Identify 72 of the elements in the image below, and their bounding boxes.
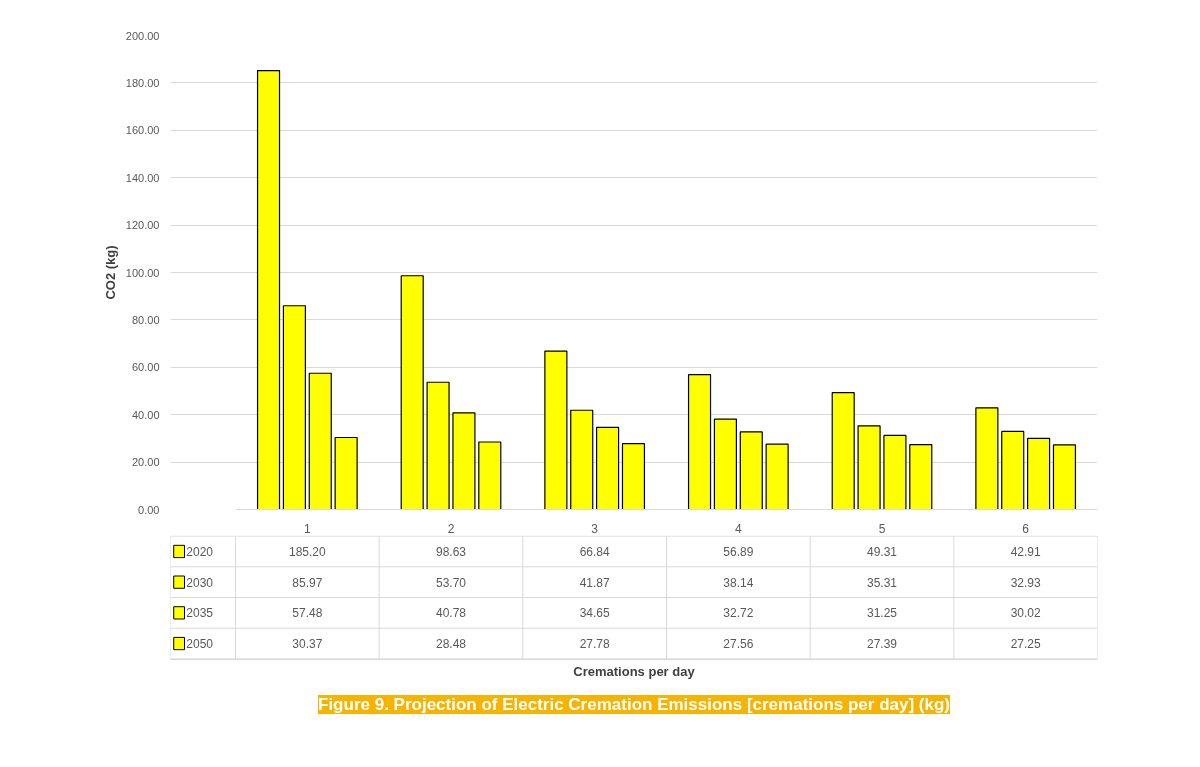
data-label: 53.70 — [435, 575, 467, 590]
bar — [713, 418, 737, 510]
bar — [687, 374, 712, 510]
data-label: 32.93 — [1010, 575, 1042, 590]
legend-label: 2035 — [186, 606, 214, 621]
bar — [739, 431, 763, 510]
data-label: 27.39 — [866, 637, 898, 652]
x-tick-label: 2 — [447, 521, 455, 536]
bar — [831, 392, 855, 510]
bar — [544, 350, 568, 510]
y-tick-label: 180.00 — [125, 76, 160, 89]
bar — [1027, 437, 1051, 510]
data-label: 27.78 — [579, 637, 611, 652]
data-label: 28.48 — [435, 637, 467, 652]
data-label: 38.14 — [723, 575, 754, 590]
data-label: 56.89 — [723, 544, 754, 559]
bar — [400, 275, 424, 510]
data-label: 49.31 — [866, 544, 898, 559]
legend-label: 2030 — [186, 575, 214, 590]
bar — [452, 412, 476, 510]
y-tick-label: 140.00 — [125, 171, 160, 184]
bar — [570, 409, 594, 510]
legend-label: 2050 — [186, 637, 214, 652]
legend-label: 2020 — [186, 544, 214, 559]
bar — [857, 425, 881, 510]
y-tick-label: 120.00 — [125, 219, 160, 232]
data-label: 41.87 — [579, 575, 611, 590]
data-label: 27.56 — [723, 637, 754, 652]
y-axis-title: CO2 (kg) — [102, 245, 118, 300]
bar — [282, 305, 306, 510]
y-tick-label: 0.00 — [138, 503, 160, 516]
x-tick-label: 4 — [735, 521, 742, 536]
bar — [1052, 444, 1077, 510]
x-tick-label: 6 — [1022, 521, 1030, 536]
bar — [909, 443, 933, 510]
x-tick-label: 1 — [304, 521, 311, 536]
data-label: 30.02 — [1010, 606, 1042, 621]
bar — [334, 436, 358, 510]
x-tick-label: 5 — [878, 521, 886, 536]
y-tick-label: 40.00 — [131, 408, 160, 421]
data-label: 30.37 — [292, 637, 323, 652]
data-label: 32.72 — [723, 606, 754, 621]
bar — [621, 443, 646, 510]
data-label: 57.48 — [292, 606, 323, 621]
data-label: 185.20 — [288, 544, 327, 559]
bar — [308, 372, 332, 510]
data-label: 66.84 — [579, 544, 611, 559]
y-tick-label: 80.00 — [131, 313, 160, 326]
y-tick-label: 100.00 — [125, 266, 160, 279]
text: Cremations per day — [573, 663, 696, 679]
data-label: 85.97 — [292, 575, 323, 590]
data-label: 31.25 — [866, 606, 898, 621]
text: Figure 9. Projection of Electric Cremation Emissions [cremations per day] (kg) — [318, 695, 951, 714]
bar — [596, 426, 620, 510]
y-tick-label: 20.00 — [131, 456, 160, 469]
data-label: 34.65 — [579, 606, 611, 621]
y-tick-label: 160.00 — [125, 124, 160, 137]
bar — [256, 69, 281, 510]
bar — [1001, 430, 1025, 510]
data-label: 98.63 — [435, 544, 467, 559]
data-label: 40.78 — [435, 606, 467, 621]
y-tick-label: 60.00 — [131, 361, 160, 374]
bar — [426, 381, 450, 510]
bar — [975, 407, 999, 510]
x-tick-label: 3 — [591, 521, 599, 536]
y-tick-label: 200.00 — [125, 29, 160, 42]
bar — [765, 443, 789, 510]
data-label: 42.91 — [1010, 544, 1042, 559]
bar — [883, 434, 907, 510]
bar — [478, 441, 502, 510]
data-label: 35.31 — [866, 575, 898, 590]
data-label: 27.25 — [1010, 637, 1042, 652]
